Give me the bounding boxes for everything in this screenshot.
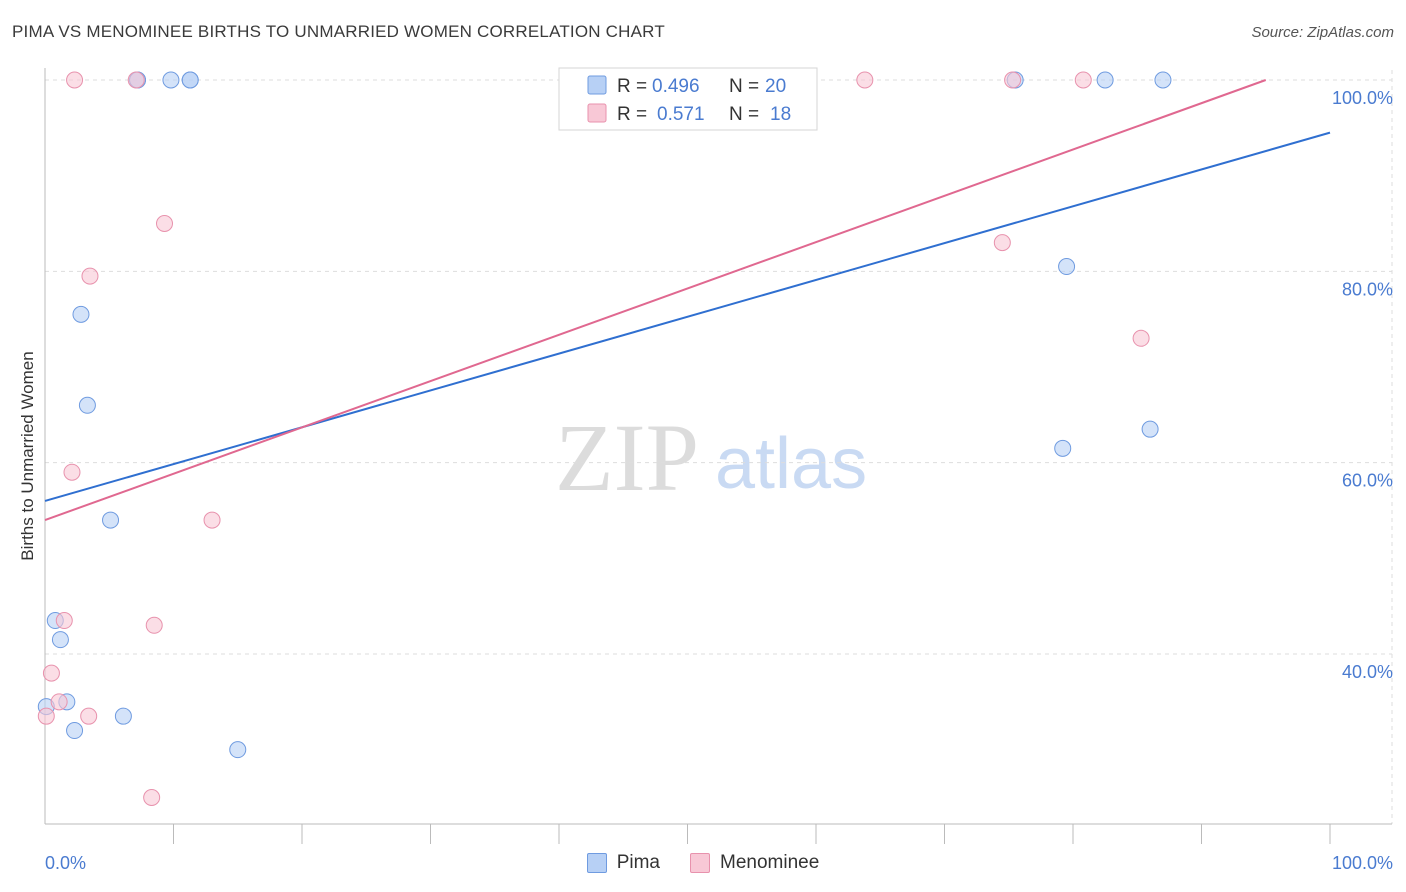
- menominee-point: [127, 71, 145, 89]
- menominee-point: [37, 707, 55, 725]
- x-tick-label: 0.0%: [45, 853, 86, 873]
- menominee-point: [145, 616, 163, 634]
- pima-r-label: R =: [617, 76, 647, 97]
- trend-lines: [44, 79, 1331, 522]
- y-tick-label: 100.0%: [1332, 88, 1393, 108]
- x-tick-label: 100.0%: [1332, 853, 1393, 873]
- menominee-r-value: 0.571: [657, 104, 705, 125]
- menominee-point: [80, 707, 98, 725]
- menominee-n-value: 18: [770, 104, 791, 125]
- menominee-point: [1132, 329, 1150, 347]
- pima-point: [229, 741, 247, 759]
- menominee-point: [1074, 71, 1092, 89]
- watermark: ZIP atlas: [555, 404, 867, 511]
- menominee-point: [1004, 71, 1022, 89]
- pima-point: [181, 71, 199, 89]
- axes: 40.0% 60.0% 80.0% 100.0% 0.0% 100.0%: [44, 68, 1393, 873]
- menominee-point: [156, 215, 174, 232]
- pima-point: [102, 511, 120, 529]
- pima-point: [78, 396, 96, 414]
- legend-item-pima: Pima: [586, 852, 660, 874]
- y-tick-label: 60.0%: [1342, 471, 1393, 491]
- source-credit: Source: ZipAtlas.com: [1251, 24, 1394, 41]
- legend-swatch-pima: [586, 853, 607, 873]
- menominee-swatch: [587, 103, 607, 123]
- pima-point: [72, 305, 90, 323]
- pima-point: [1058, 258, 1076, 276]
- watermark-zip: ZIP: [555, 404, 699, 511]
- pima-point: [66, 722, 84, 740]
- menominee-point: [63, 463, 81, 481]
- menominee-trend-line: [44, 79, 1267, 522]
- menominee-point: [42, 664, 60, 682]
- pima-point: [162, 71, 180, 89]
- pima-point: [51, 631, 69, 649]
- legend-label-pima: Pima: [616, 852, 660, 873]
- legend-swatch-menominee: [690, 853, 710, 873]
- menominee-point: [993, 234, 1011, 252]
- pima-point: [1141, 420, 1159, 438]
- menominee-point: [81, 267, 99, 285]
- stats-legend: R = 0.496 N = 20 R = 0.571 N = 18: [558, 67, 818, 131]
- pima-swatch: [587, 75, 607, 95]
- gridlines: [45, 70, 1393, 824]
- menominee-point: [50, 693, 68, 711]
- pima-n-label: N =: [729, 76, 759, 97]
- menominee-n-label: N =: [729, 104, 759, 125]
- menominee-r-label: R =: [617, 104, 647, 125]
- pima-point: [1154, 71, 1172, 89]
- watermark-atlas: atlas: [715, 424, 867, 504]
- pima-n-value: 20: [765, 76, 786, 97]
- y-tick-label: 40.0%: [1342, 662, 1393, 682]
- data-points: [37, 71, 1172, 806]
- pima-point: [114, 707, 132, 725]
- menominee-point: [55, 612, 73, 630]
- menominee-point: [856, 71, 874, 89]
- legend-item-menominee: Menominee: [690, 852, 819, 874]
- menominee-point: [143, 789, 161, 806]
- pima-point: [1096, 71, 1114, 89]
- pima-point: [1054, 439, 1072, 457]
- menominee-point: [66, 71, 84, 89]
- y-tick-label: 80.0%: [1342, 279, 1393, 299]
- series-legend: Pima Menominee: [0, 852, 1406, 874]
- legend-label-menominee: Menominee: [720, 852, 820, 873]
- pima-trend-line: [44, 131, 1331, 502]
- pima-r-value: 0.496: [652, 76, 700, 97]
- menominee-point: [203, 511, 221, 529]
- chart-title: PIMA VS MENOMINEE BIRTHS TO UNMARRIED WO…: [12, 22, 665, 41]
